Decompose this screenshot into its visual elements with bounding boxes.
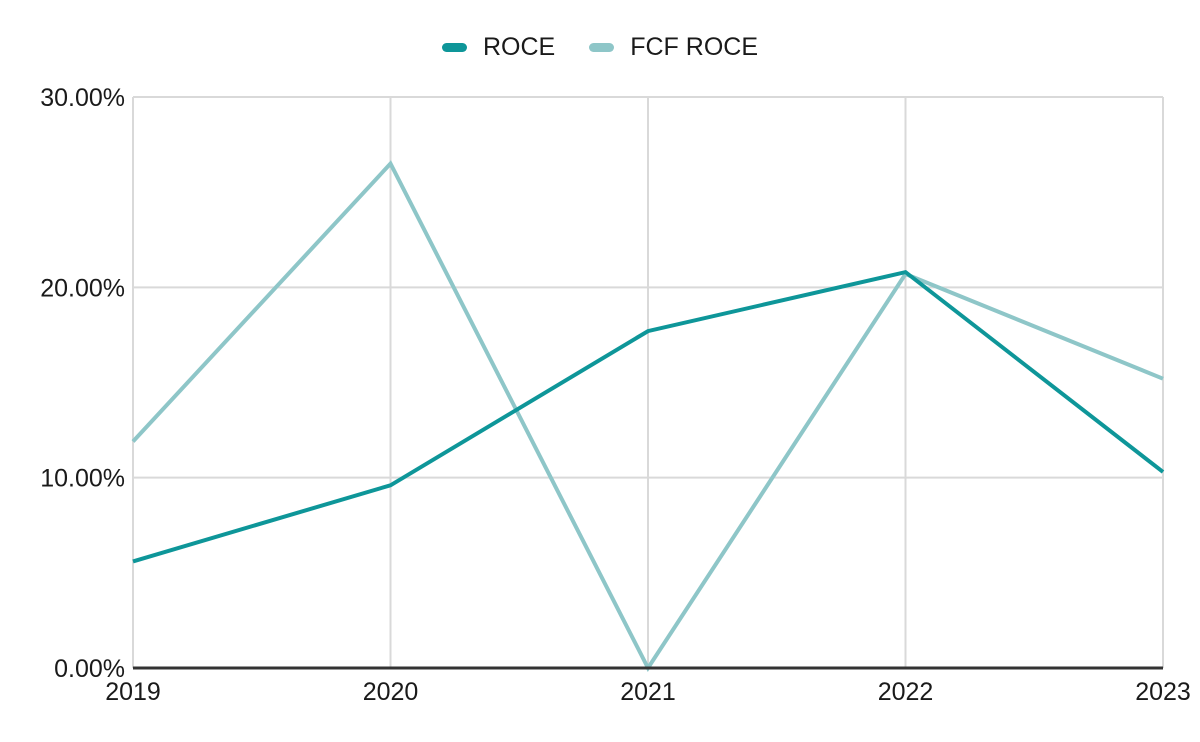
- x-axis-tick-label: 2023: [1135, 678, 1191, 706]
- x-axis-tick-label: 2019: [105, 678, 161, 706]
- fcf-roce-legend-swatch: [589, 43, 615, 52]
- chart-legend: ROCE FCF ROCE: [0, 33, 1200, 62]
- y-axis-tick-label: 0.00%: [54, 655, 125, 683]
- y-axis-tick-label: 20.00%: [40, 274, 125, 302]
- roce-legend-swatch: [441, 43, 467, 52]
- x-axis-tick-label: 2022: [878, 678, 934, 706]
- roce-legend-label: ROCE: [482, 33, 556, 61]
- series-line-roce: [132, 269, 1165, 564]
- x-axis-tick-label: 2020: [363, 678, 419, 706]
- y-axis-tick-label: 10.00%: [40, 465, 125, 493]
- fcf-roce-legend-label: FCF ROCE: [630, 33, 758, 61]
- y-axis-tick-label: 30.00%: [40, 84, 125, 112]
- x-axis-tick-label: 2021: [620, 678, 676, 706]
- legend-item-roce: ROCE: [441, 33, 556, 62]
- legend-item-fcf-roce: FCF ROCE: [589, 33, 758, 62]
